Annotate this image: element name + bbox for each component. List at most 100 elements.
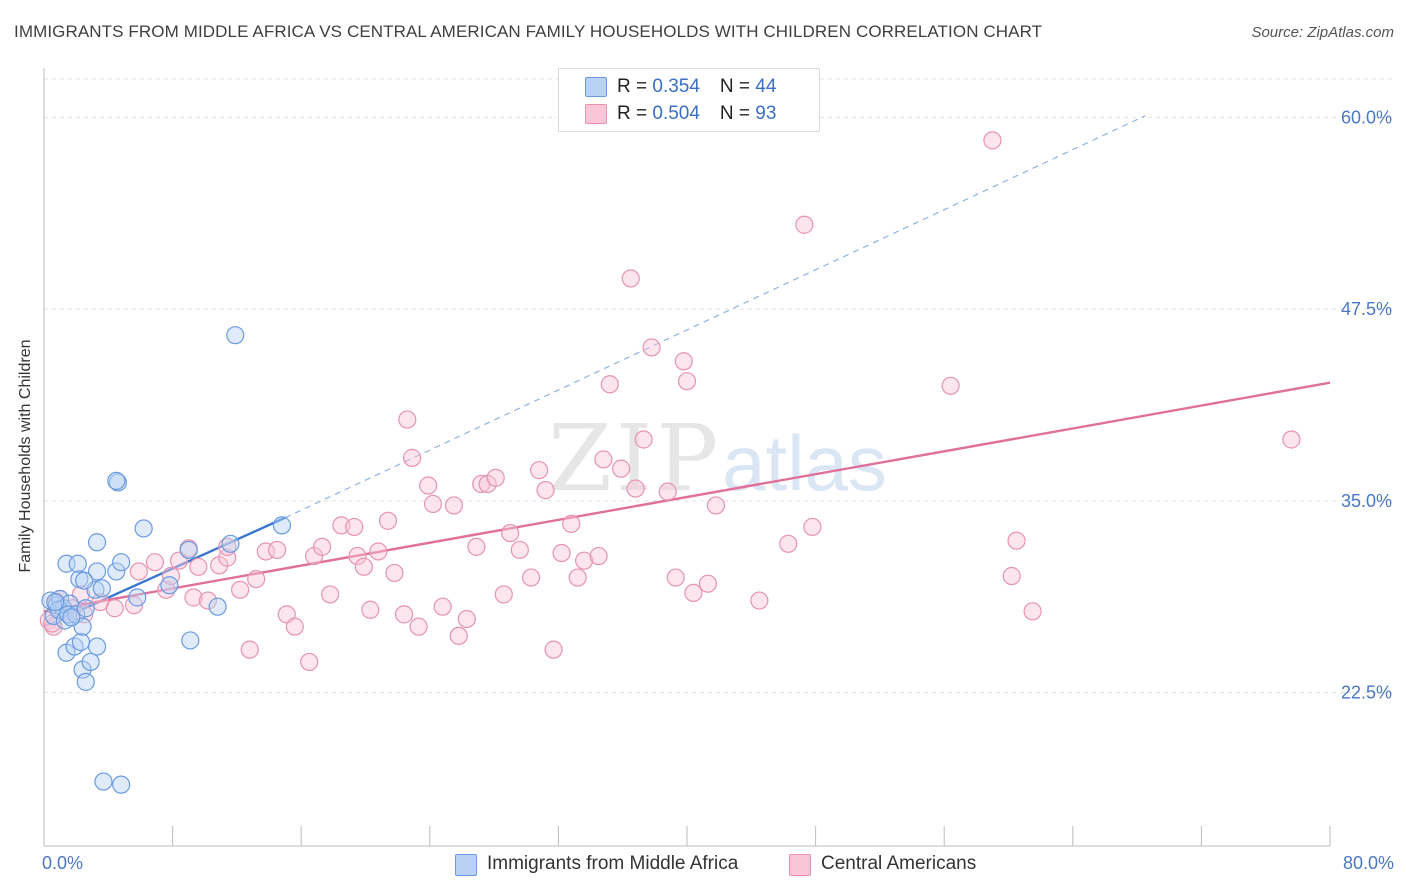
point-central-americans bbox=[378, 511, 398, 530]
trend-line-blue-extension bbox=[284, 115, 1146, 519]
point-middle-africa bbox=[87, 562, 107, 581]
point-central-americans bbox=[486, 468, 505, 487]
data-points bbox=[39, 131, 1301, 794]
point-middle-africa bbox=[208, 597, 227, 616]
point-central-americans bbox=[544, 640, 563, 659]
point-central-americans bbox=[198, 591, 218, 610]
point-central-americans bbox=[354, 557, 373, 576]
y-tick-label: 47.5% bbox=[1341, 299, 1392, 319]
point-central-americans bbox=[267, 540, 287, 560]
point-central-americans bbox=[361, 600, 380, 619]
y-tick-label: 35.0% bbox=[1341, 491, 1392, 511]
legend-r-value: 0.504 bbox=[652, 103, 700, 124]
point-central-americans bbox=[403, 448, 422, 467]
watermark-atlas: atlas bbox=[722, 419, 887, 507]
point-central-americans bbox=[419, 476, 438, 495]
point-middle-africa bbox=[81, 652, 100, 672]
point-central-americans bbox=[674, 352, 693, 371]
point-central-americans bbox=[369, 542, 388, 561]
point-central-americans bbox=[218, 548, 237, 567]
point-central-americans bbox=[184, 588, 203, 607]
point-central-americans bbox=[161, 566, 181, 586]
point-central-americans bbox=[803, 517, 822, 537]
point-central-americans bbox=[642, 338, 661, 357]
point-middle-africa bbox=[272, 516, 292, 535]
point-central-americans bbox=[444, 496, 464, 515]
series-name-blue: Immigrants from Middle Africa bbox=[487, 853, 739, 874]
point-central-americans bbox=[795, 215, 814, 234]
source-credit: Source: ZipAtlas.com bbox=[1251, 24, 1394, 41]
x-tick-label-min: 0.0% bbox=[42, 853, 83, 873]
watermark-zip: ZIP bbox=[548, 405, 723, 512]
tick-labels: 22.5% 35.0% 47.5% 60.0% 0.0% 80.0% bbox=[42, 107, 1394, 873]
point-central-americans bbox=[449, 626, 468, 645]
point-central-americans bbox=[285, 617, 304, 636]
point-middle-africa bbox=[92, 579, 111, 598]
point-central-americans bbox=[530, 461, 549, 480]
point-central-americans bbox=[312, 537, 332, 556]
point-central-americans bbox=[1023, 602, 1042, 621]
point-middle-africa bbox=[76, 672, 95, 691]
point-central-americans bbox=[589, 546, 608, 566]
point-central-americans bbox=[536, 481, 555, 500]
legend-r-label: R = bbox=[617, 103, 653, 124]
point-central-americans bbox=[321, 585, 340, 604]
legend-n-label: N = bbox=[719, 103, 756, 124]
point-middle-africa bbox=[160, 576, 179, 595]
axes bbox=[43, 68, 1331, 847]
trend-lines bbox=[43, 115, 1331, 628]
legend-n-value: 93 bbox=[755, 103, 777, 124]
point-middle-africa bbox=[107, 562, 126, 581]
point-central-americans bbox=[394, 605, 414, 624]
point-middle-africa bbox=[134, 519, 153, 538]
point-middle-africa bbox=[68, 554, 87, 573]
point-central-americans bbox=[611, 459, 631, 478]
y-axis-label: Family Households with Children bbox=[17, 339, 34, 573]
point-central-americans bbox=[568, 568, 587, 587]
point-middle-africa bbox=[94, 772, 113, 791]
point-central-americans bbox=[575, 551, 594, 570]
series-swatch-blue bbox=[455, 854, 477, 876]
point-central-americans bbox=[621, 269, 640, 288]
point-central-americans bbox=[240, 640, 259, 659]
legend-text-pink: R = 0.504 N = 93 bbox=[617, 103, 776, 125]
legend-n-value: 44 bbox=[755, 76, 777, 97]
point-central-americans bbox=[247, 569, 266, 589]
stats-legend: R = 0.354 N = 44 R = 0.504 N = 93 bbox=[558, 68, 820, 132]
point-central-americans bbox=[348, 546, 367, 566]
point-middle-africa bbox=[76, 599, 95, 618]
point-central-americans bbox=[1282, 430, 1301, 449]
trend-line-pink bbox=[43, 381, 1331, 613]
point-central-americans bbox=[385, 563, 404, 583]
point-central-americans bbox=[398, 410, 417, 429]
point-central-americans bbox=[983, 131, 1002, 150]
point-central-americans bbox=[666, 568, 685, 587]
legend-swatch-blue bbox=[585, 77, 607, 97]
point-central-americans bbox=[600, 375, 619, 394]
point-central-americans bbox=[1007, 531, 1026, 550]
point-middle-africa bbox=[221, 534, 240, 553]
legend-r-value: 0.354 bbox=[652, 76, 700, 97]
point-central-americans bbox=[345, 517, 364, 537]
point-central-americans bbox=[494, 585, 513, 604]
point-central-americans bbox=[231, 580, 250, 599]
point-middle-africa bbox=[226, 326, 245, 345]
point-middle-africa bbox=[62, 608, 81, 627]
point-central-americans bbox=[467, 537, 486, 556]
point-central-americans bbox=[409, 617, 428, 636]
point-central-americans bbox=[658, 482, 677, 501]
point-middle-africa bbox=[71, 632, 91, 652]
point-central-americans bbox=[105, 599, 124, 618]
point-middle-africa bbox=[179, 540, 198, 560]
point-middle-africa bbox=[87, 533, 107, 552]
series-swatch-pink bbox=[789, 854, 811, 876]
point-central-americans bbox=[218, 537, 237, 556]
watermark: ZIPatlas bbox=[548, 405, 887, 512]
point-central-americans bbox=[562, 514, 581, 533]
point-central-americans bbox=[706, 496, 726, 515]
point-central-americans bbox=[552, 543, 571, 563]
point-central-americans bbox=[626, 479, 645, 498]
point-central-americans bbox=[594, 450, 613, 469]
series-name-pink: Central Americans bbox=[821, 853, 977, 874]
